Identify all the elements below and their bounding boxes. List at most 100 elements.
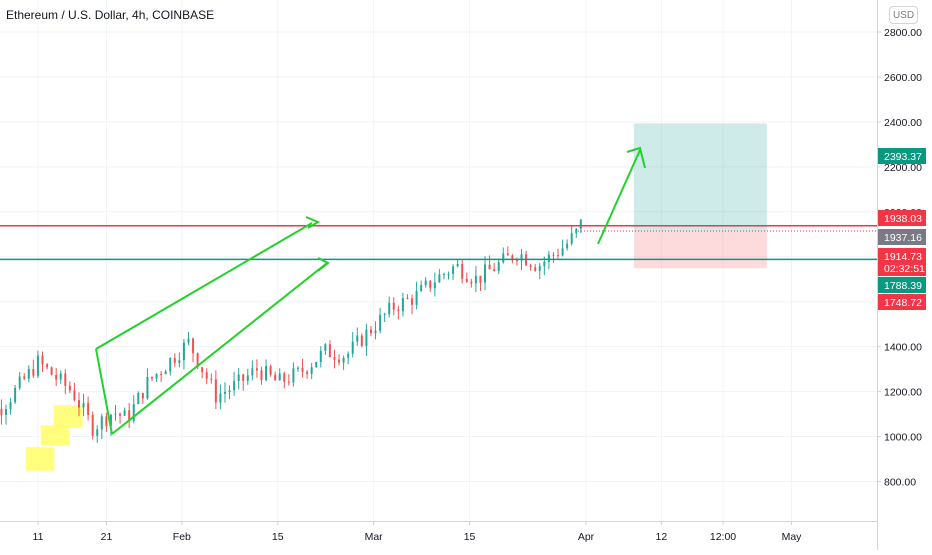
- grid: [0, 0, 877, 521]
- candle-body: [529, 265, 532, 268]
- candle-body: [506, 253, 509, 256]
- price-label-box: [878, 210, 926, 226]
- wedge-pattern[interactable]: [95, 216, 330, 435]
- wedge-lower-line[interactable]: [111, 262, 328, 435]
- wedge-left-edge[interactable]: [95, 348, 113, 435]
- candle-body: [265, 366, 268, 380]
- candle-body: [9, 402, 12, 410]
- candle-body: [287, 381, 290, 383]
- candle-body: [310, 367, 313, 374]
- price-tick-label: 2200.00: [884, 162, 922, 174]
- candle-body: [438, 274, 441, 283]
- time-tick-label: Apr: [578, 531, 595, 543]
- candle-body: [105, 416, 108, 427]
- candle-body: [429, 280, 432, 289]
- time-tick-label: 12: [656, 531, 668, 543]
- candle-body: [465, 278, 468, 282]
- candle-body: [369, 329, 372, 334]
- candle-body: [251, 368, 254, 376]
- time-tick-label: 21: [101, 531, 113, 543]
- candle-body: [315, 361, 318, 368]
- candle-body: [223, 391, 226, 394]
- candle-body: [91, 414, 94, 436]
- price-tick-label: 2400.00: [884, 117, 922, 129]
- stop-zone[interactable]: [633, 230, 767, 269]
- candle-body: [242, 374, 245, 381]
- target-zone[interactable]: [633, 123, 767, 231]
- candle-body: [433, 282, 436, 289]
- candle-body: [219, 393, 222, 403]
- candle-body: [292, 368, 295, 383]
- candle-body: [82, 402, 85, 408]
- candle-body: [173, 358, 176, 363]
- candle-body: [442, 274, 445, 276]
- candle-body: [575, 228, 578, 234]
- candle-body: [187, 338, 190, 343]
- candle-body: [196, 353, 199, 368]
- price-label-box: [878, 277, 926, 293]
- candle-body: [552, 254, 555, 256]
- candle-body: [579, 219, 582, 229]
- candle-body: [420, 285, 423, 292]
- candle-body: [77, 400, 80, 408]
- candle-body: [228, 390, 231, 392]
- time-tick-label: Feb: [173, 531, 191, 543]
- target-arrow-line[interactable]: [597, 149, 641, 245]
- wedge-upper-line[interactable]: [95, 222, 313, 350]
- candle-body: [447, 273, 450, 275]
- candle-body: [301, 367, 304, 372]
- candle-body: [360, 335, 363, 347]
- candle-body: [347, 353, 350, 358]
- candle-body: [383, 314, 386, 316]
- candle-body: [182, 342, 185, 361]
- candle-body: [260, 370, 263, 380]
- candle-body: [374, 330, 377, 334]
- time-axis[interactable]: 11 21 Feb 15 Mar 15 Apr 12 12:00 May: [33, 521, 803, 543]
- currency-button[interactable]: USD: [889, 6, 918, 24]
- candle-body: [96, 429, 99, 436]
- chart-title: Ethereum / U.S. Dollar, 4h, COINBASE: [6, 8, 215, 22]
- candle-body: [515, 260, 518, 262]
- candle-body: [566, 243, 569, 249]
- price-label-box: [878, 229, 926, 245]
- time-tick-label: 15: [464, 531, 476, 543]
- price-label-value: 1748.72: [884, 297, 922, 309]
- candle-body: [255, 368, 258, 371]
- candle-body: [119, 413, 122, 416]
- candle-body: [484, 264, 487, 283]
- price-label-box: [878, 294, 926, 310]
- candle-body: [456, 264, 459, 267]
- candle-body: [388, 302, 391, 315]
- candle-body: [128, 410, 131, 422]
- target-arrow-head: [626, 146, 646, 169]
- candle-body: [160, 374, 163, 376]
- candle-body: [461, 264, 464, 279]
- candle-body: [333, 357, 336, 360]
- candle-body: [137, 392, 140, 404]
- candle-body: [379, 314, 382, 331]
- candle-body: [488, 264, 491, 270]
- candle-body: [169, 358, 172, 372]
- candle-body: [100, 416, 103, 430]
- price-label-value: 1937.16: [884, 232, 922, 244]
- candle-body: [274, 374, 277, 381]
- price-tick-label: 800.00: [884, 477, 916, 489]
- wedge-arrow-upper: [305, 216, 321, 229]
- candle-body: [4, 409, 7, 415]
- time-tick-label: Mar: [365, 531, 384, 543]
- candle-body: [278, 373, 281, 381]
- candle-body: [141, 392, 144, 399]
- price-label-value: 1788.39: [884, 280, 922, 292]
- price-label-box: [878, 148, 926, 164]
- candle-body: [415, 291, 418, 305]
- candle-body: [543, 261, 546, 267]
- candle-body: [64, 373, 67, 386]
- candle-body: [32, 368, 35, 376]
- price-label-value: 1938.03: [884, 213, 922, 225]
- candle-body: [233, 381, 236, 391]
- candle-body: [201, 367, 204, 373]
- candle-body: [557, 255, 560, 257]
